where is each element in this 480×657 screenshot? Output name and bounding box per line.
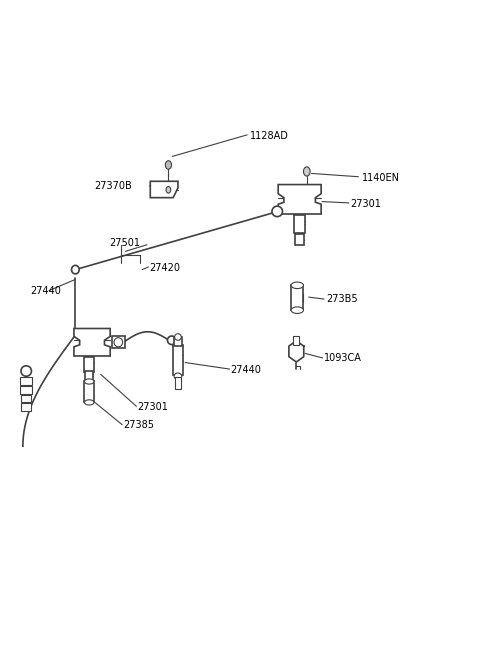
- Bar: [295, 234, 304, 246]
- Bar: [84, 357, 95, 373]
- Bar: [20, 377, 33, 385]
- Bar: [21, 395, 32, 403]
- Ellipse shape: [84, 379, 94, 384]
- Ellipse shape: [303, 167, 310, 176]
- Ellipse shape: [272, 206, 282, 217]
- Text: 1128AD: 1128AD: [250, 131, 288, 141]
- Ellipse shape: [291, 307, 303, 313]
- Text: 27301: 27301: [350, 199, 381, 209]
- Bar: [22, 403, 31, 411]
- Text: 27501: 27501: [109, 238, 140, 248]
- Bar: [84, 382, 94, 403]
- Polygon shape: [150, 181, 178, 198]
- Text: 1093CA: 1093CA: [324, 353, 361, 363]
- Bar: [174, 337, 182, 346]
- Ellipse shape: [165, 161, 171, 170]
- Text: 27420: 27420: [149, 263, 180, 273]
- Bar: [112, 336, 125, 348]
- Text: 27301: 27301: [137, 402, 168, 412]
- Ellipse shape: [168, 336, 176, 344]
- Ellipse shape: [166, 187, 171, 193]
- Ellipse shape: [21, 366, 32, 376]
- Bar: [293, 336, 299, 345]
- Ellipse shape: [114, 338, 122, 347]
- Bar: [173, 345, 183, 374]
- Bar: [21, 386, 32, 394]
- Text: 27385: 27385: [123, 420, 154, 430]
- Ellipse shape: [291, 282, 303, 288]
- Text: 1140EN: 1140EN: [362, 173, 400, 183]
- Polygon shape: [74, 328, 110, 356]
- Bar: [175, 377, 181, 389]
- Ellipse shape: [175, 334, 181, 340]
- Ellipse shape: [174, 373, 182, 380]
- Ellipse shape: [84, 400, 94, 405]
- Polygon shape: [289, 341, 304, 362]
- Bar: [291, 285, 303, 310]
- Text: 27370B: 27370B: [95, 181, 132, 191]
- Bar: [294, 215, 305, 233]
- Ellipse shape: [72, 265, 79, 274]
- Polygon shape: [278, 185, 321, 214]
- Bar: [85, 371, 94, 382]
- Text: 27440: 27440: [230, 365, 261, 374]
- Text: 273B5: 273B5: [326, 294, 358, 304]
- Text: 27440: 27440: [30, 286, 61, 296]
